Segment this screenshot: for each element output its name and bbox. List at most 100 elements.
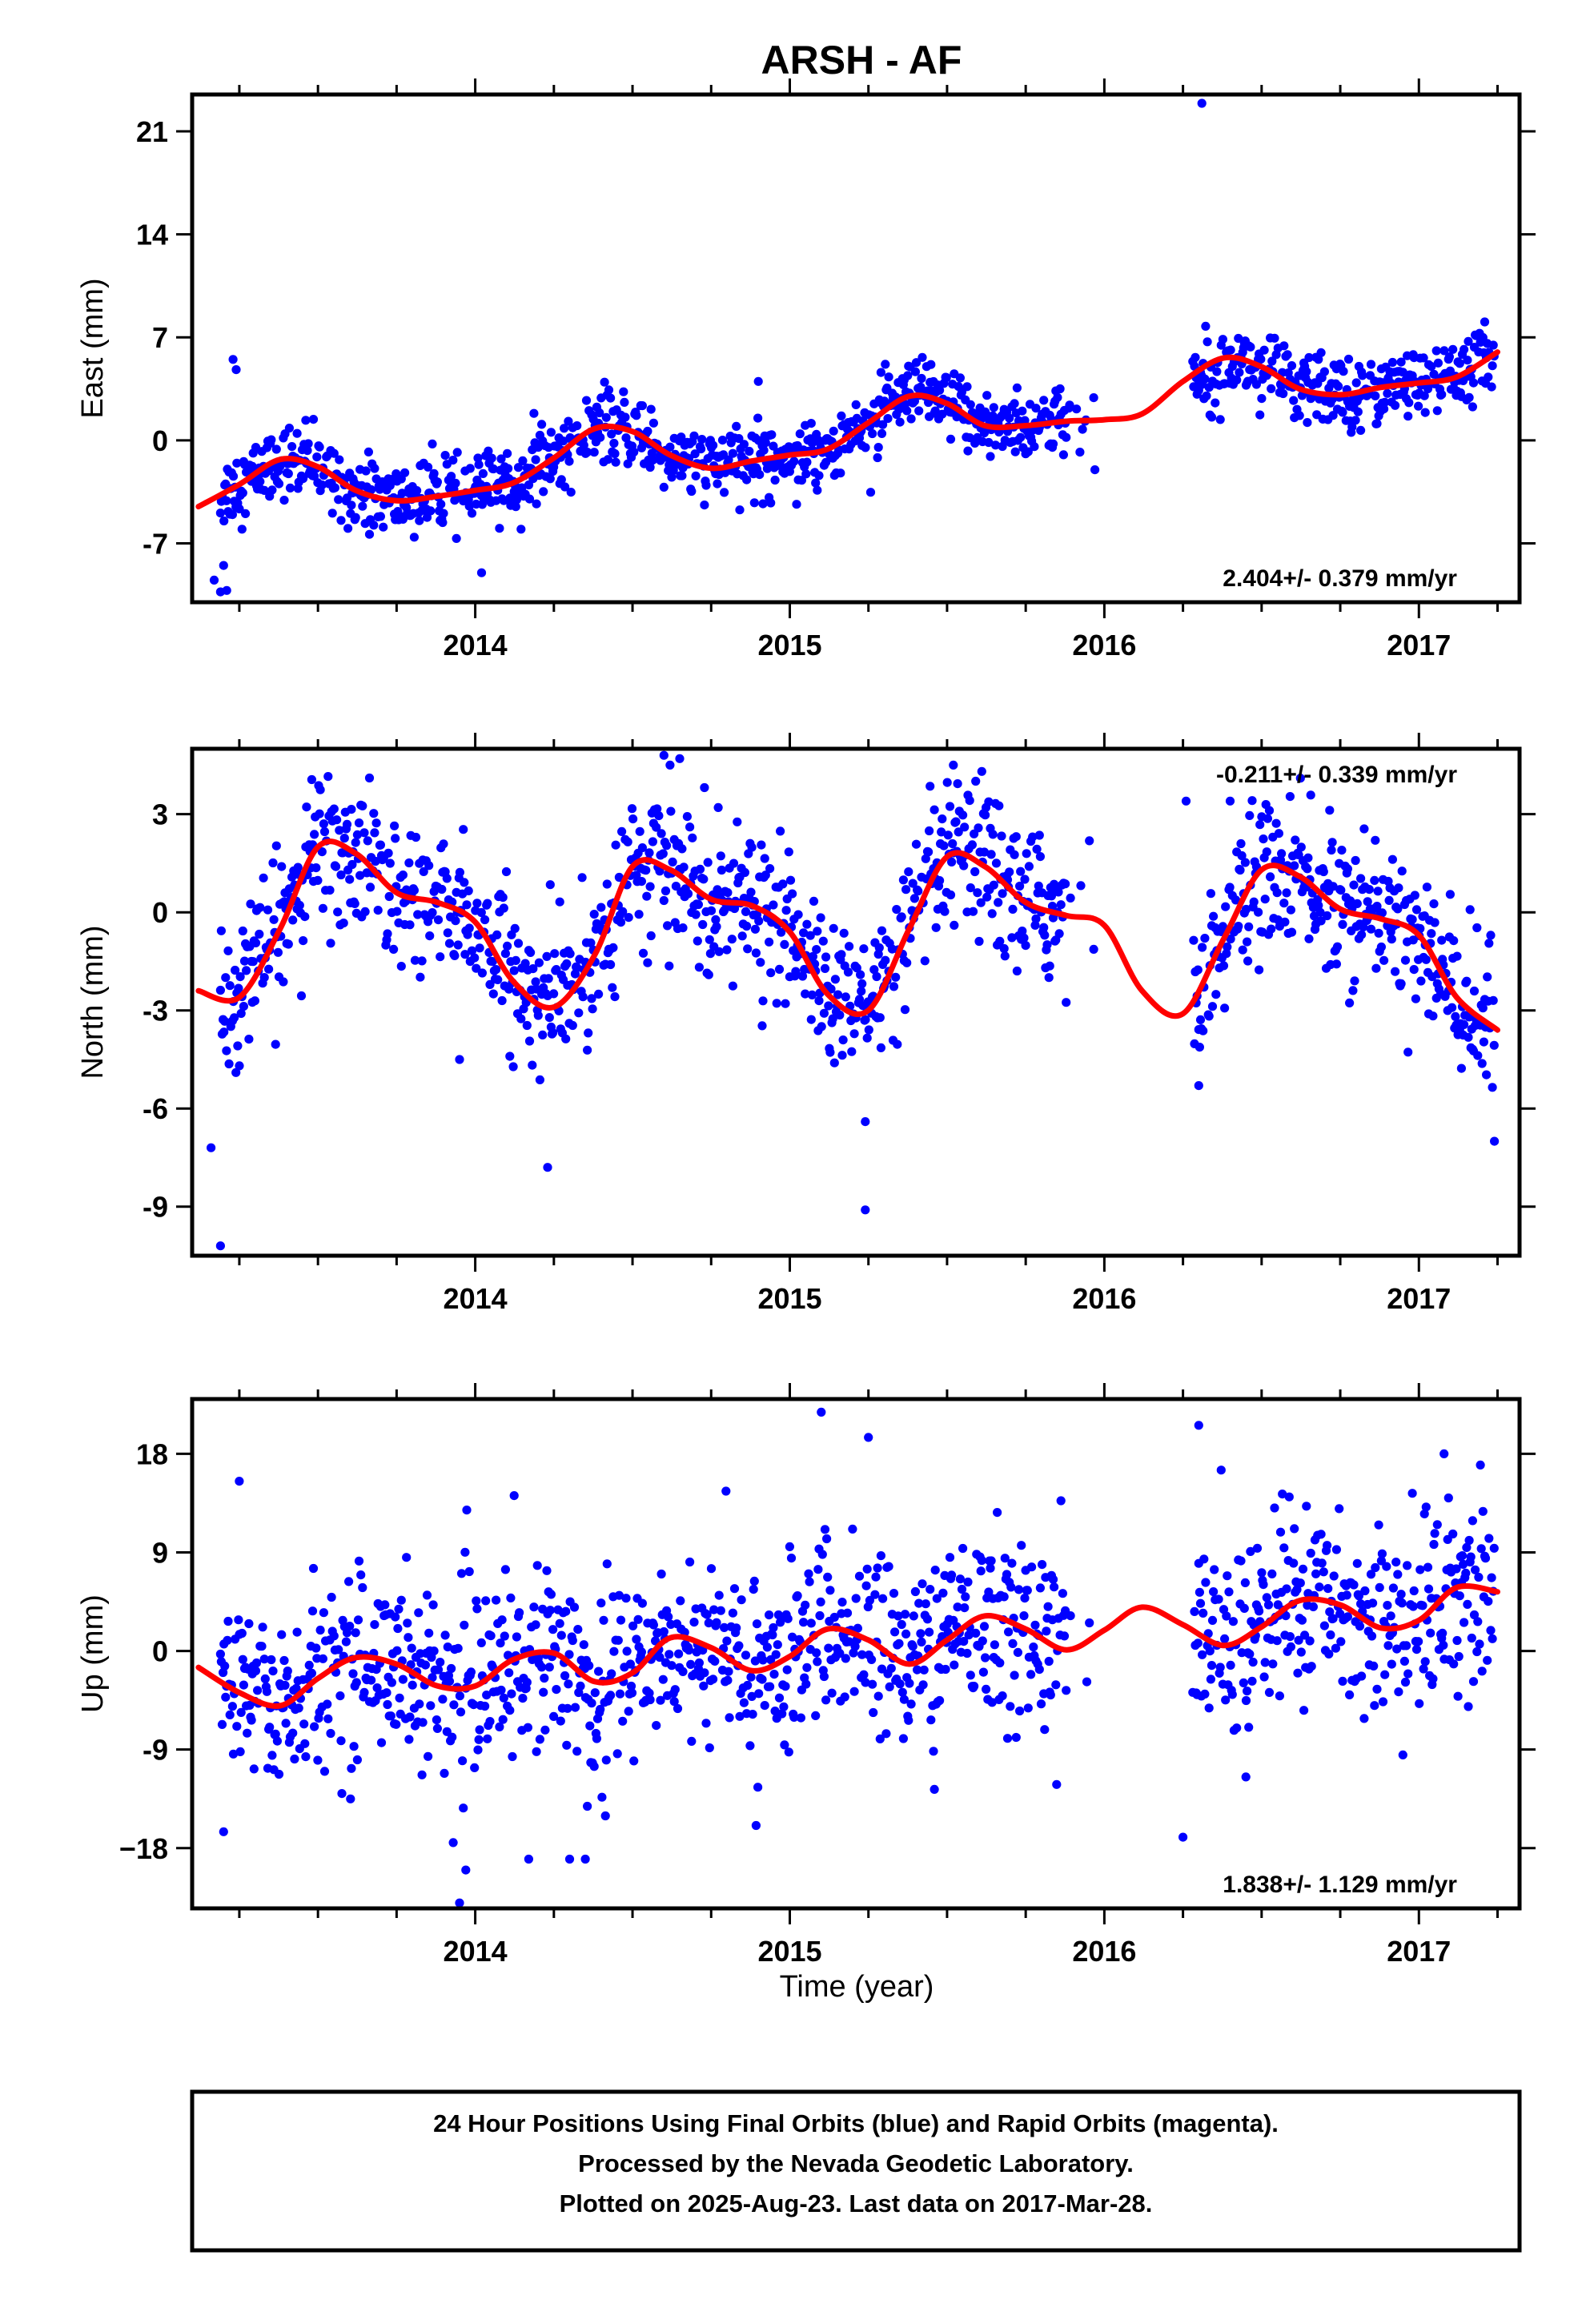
data-point	[228, 355, 238, 364]
data-point	[1207, 1002, 1218, 1011]
data-point	[300, 912, 310, 922]
data-point	[652, 822, 661, 832]
data-point	[292, 1627, 302, 1637]
data-point	[978, 1636, 987, 1646]
data-point	[237, 1628, 247, 1638]
data-point	[481, 1596, 491, 1606]
data-point	[532, 1561, 542, 1570]
data-point	[1372, 419, 1382, 428]
data-point	[1046, 1690, 1055, 1700]
data-point	[637, 401, 648, 411]
data-point	[291, 1683, 301, 1693]
data-point	[564, 456, 574, 466]
data-point	[607, 429, 616, 439]
data-point	[909, 396, 919, 406]
data-point	[1468, 402, 1477, 412]
data-point	[449, 1700, 459, 1710]
data-point	[1396, 1590, 1406, 1599]
data-point	[627, 1688, 637, 1698]
data-point	[509, 966, 519, 975]
data-point	[1019, 933, 1029, 943]
data-point	[599, 1615, 608, 1625]
data-point	[946, 890, 956, 900]
data-point	[420, 1660, 431, 1670]
data-point	[1267, 1569, 1277, 1578]
data-point	[1044, 1656, 1054, 1667]
data-point	[1380, 1670, 1390, 1679]
data-point	[1050, 1582, 1059, 1592]
data-point	[255, 903, 265, 912]
data-point	[1028, 832, 1038, 842]
data-point	[903, 371, 913, 380]
data-point	[723, 1675, 733, 1685]
data-point	[766, 968, 776, 978]
data-point	[475, 943, 484, 953]
data-point	[756, 958, 765, 967]
data-point	[359, 1687, 369, 1697]
data-point	[656, 1569, 666, 1579]
data-point	[515, 1608, 524, 1618]
data-point	[1010, 1671, 1019, 1680]
data-point	[645, 1695, 655, 1705]
data-point	[799, 928, 809, 938]
data-point	[262, 1687, 271, 1696]
data-point	[1462, 976, 1472, 986]
data-point	[267, 1655, 276, 1665]
data-point	[1227, 1690, 1237, 1699]
data-point	[1031, 914, 1041, 923]
data-point	[765, 1610, 774, 1620]
data-point	[1300, 1630, 1310, 1640]
data-point	[259, 485, 269, 496]
data-point	[1488, 1083, 1497, 1092]
data-point	[949, 760, 958, 770]
data-point	[474, 460, 484, 469]
data-point	[1279, 899, 1289, 908]
data-point	[1374, 1520, 1383, 1530]
data-point	[531, 977, 540, 987]
up-rate-label: 1.838+/- 1.129 mm/yr	[1223, 1872, 1457, 1898]
data-point	[1002, 1734, 1013, 1743]
data-point	[609, 438, 619, 448]
data-point	[480, 1701, 490, 1711]
x-tick-label: 2015	[757, 629, 821, 661]
data-point	[929, 1747, 938, 1756]
data-point	[900, 1005, 910, 1015]
data-point	[439, 509, 448, 518]
data-point	[616, 918, 626, 927]
data-point	[723, 888, 733, 898]
data-point	[1359, 1714, 1369, 1723]
data-point	[837, 1598, 847, 1607]
data-point	[713, 802, 723, 813]
data-point	[1423, 1584, 1434, 1594]
data-point	[811, 478, 821, 488]
data-point	[317, 847, 327, 857]
data-point	[283, 939, 293, 949]
data-point	[535, 1735, 545, 1744]
data-point	[760, 1701, 769, 1711]
data-point	[1448, 1529, 1458, 1539]
data-point	[1270, 333, 1279, 343]
data-point	[269, 915, 279, 924]
data-point	[960, 1603, 970, 1613]
data-point	[222, 1046, 231, 1055]
data-point	[1216, 1466, 1226, 1475]
data-point	[734, 434, 744, 444]
data-point	[646, 404, 656, 414]
data-point	[578, 992, 588, 1002]
footer-line-1: 24 Hour Positions Using Final Orbits (bl…	[433, 2109, 1279, 2137]
data-point	[307, 774, 316, 785]
data-point	[1433, 358, 1443, 368]
data-point	[350, 899, 359, 908]
data-point	[1354, 1591, 1363, 1601]
data-point	[1356, 425, 1366, 436]
data-point	[739, 440, 749, 449]
data-point	[1255, 1606, 1264, 1616]
data-point	[295, 900, 304, 911]
data-point	[1252, 1543, 1263, 1553]
data-point	[872, 971, 881, 982]
data-point	[771, 1650, 781, 1659]
data-point	[389, 944, 399, 954]
data-point	[307, 1606, 318, 1616]
